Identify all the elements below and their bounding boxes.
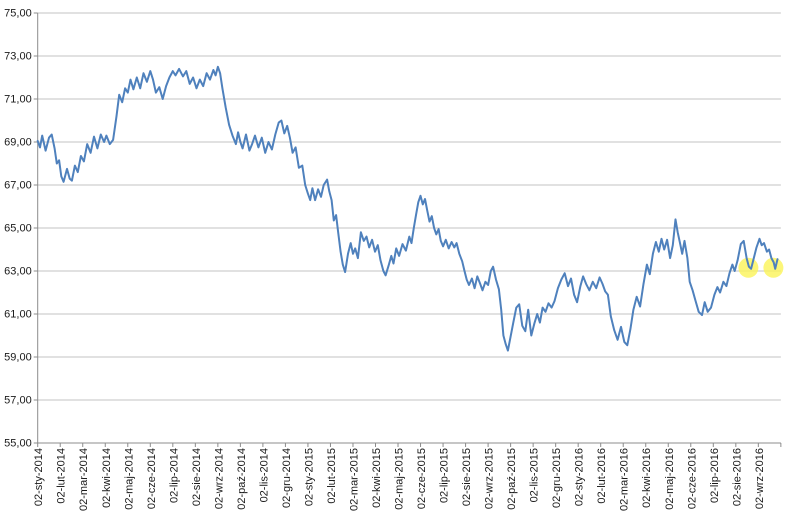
x-axis-label: 02-cze-2015 [416, 448, 428, 509]
x-axis-label: 02-maj-2015 [394, 448, 406, 510]
x-axis-label: 02-mar-2014 [78, 448, 90, 511]
x-axis-label: 02-cze-2014 [146, 448, 158, 509]
x-axis-ticks [37, 443, 782, 447]
x-axis-label: 02-wrz-2016 [754, 448, 766, 509]
x-axis-label: 02-paź-2015 [506, 448, 518, 510]
y-axis-label: 67,00 [4, 180, 32, 192]
x-axis-label: 02-sie-2016 [731, 448, 743, 506]
x-axis-label: 02-paź-2014 [236, 448, 248, 510]
x-axis-label: 02-sty-2015 [303, 448, 315, 506]
highlight-marker [738, 257, 759, 278]
y-axis-label: 59,00 [4, 352, 32, 364]
x-axis-label: 02-lis-2015 [529, 448, 541, 502]
x-axis-label: 02-gru-2014 [281, 448, 293, 508]
x-axis-label: 02-kwi-2016 [641, 448, 653, 508]
x-axis-label: 02-kwi-2014 [101, 448, 113, 508]
x-axis-label: 02-gru-2015 [551, 448, 563, 508]
y-axis-label: 55,00 [4, 438, 32, 450]
y-axis-ticks [33, 12, 38, 444]
x-axis-label: 02-sie-2014 [191, 448, 203, 506]
x-axis-label: 02-mar-2015 [348, 448, 360, 511]
y-axis-label: 69,00 [4, 137, 32, 149]
x-axis-label: 02-sty-2014 [33, 448, 45, 506]
y-axis-label: 65,00 [4, 223, 32, 235]
y-axis-labels: 75,00 73,00 71,00 69,00 67,00 65,00 63,00 61,00… [4, 8, 32, 450]
highlight-marker [763, 257, 784, 278]
x-axis-label: 02-mar-2016 [619, 448, 631, 511]
x-axis-label: 02-lip-2015 [439, 448, 451, 503]
y-axis-label: 71,00 [4, 94, 32, 106]
x-axis-label: 02-wrz-2015 [484, 448, 496, 509]
x-axis-labels: 02-sty-2014 02-lut-2014 02-mar-2014 02-kwi-… [33, 448, 766, 511]
x-axis-label: 02-maj-2016 [664, 448, 676, 510]
x-axis-label: 02-kwi-2015 [371, 448, 383, 508]
y-axis-label: 57,00 [4, 395, 32, 407]
y-axis-label: 63,00 [4, 266, 32, 278]
x-axis-label: 02-wrz-2014 [213, 448, 225, 509]
y-axis-label: 73,00 [4, 51, 32, 63]
x-axis-label: 02-lip-2016 [709, 448, 721, 503]
x-axis-label: 02-sty-2016 [574, 448, 586, 506]
x-axis-label: 02-maj-2014 [123, 448, 135, 510]
x-axis-label: 02-lut-2015 [326, 448, 338, 504]
data-series-line [36, 65, 779, 352]
y-axis-label: 75,00 [4, 8, 32, 20]
x-axis-label: 02-sie-2015 [461, 448, 473, 506]
x-axis-label: 02-lut-2016 [596, 448, 608, 504]
x-axis-label: 02-lut-2014 [56, 448, 68, 504]
x-axis-label: 02-lip-2014 [168, 448, 180, 503]
y-axis-label: 61,00 [4, 309, 32, 321]
x-axis-label: 02-cze-2016 [686, 448, 698, 509]
x-axis-label: 02-lis-2014 [258, 448, 270, 502]
